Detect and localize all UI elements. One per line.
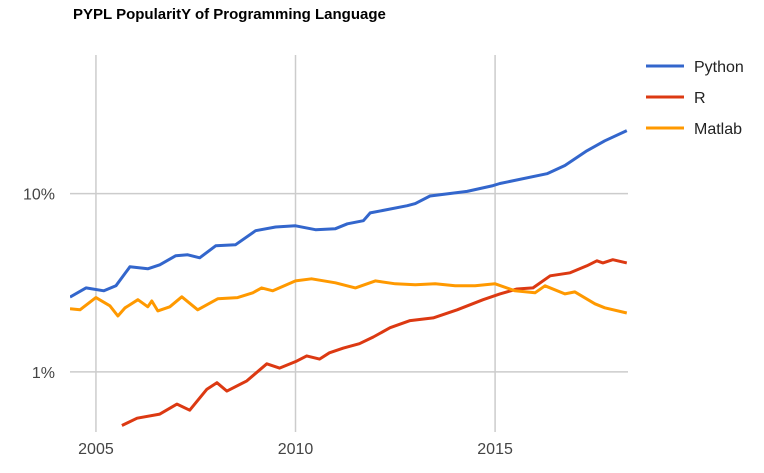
x-tick-label: 2015 xyxy=(477,441,513,458)
legend-label-r: R xyxy=(694,90,706,107)
chart-title: PYPL PopularitY of Programming Language xyxy=(73,6,386,23)
series-line-matlab xyxy=(70,277,628,318)
y-tick-label: 10% xyxy=(23,187,55,204)
series-line-python xyxy=(70,129,628,299)
x-tick-label: 2005 xyxy=(78,441,114,458)
legend-label-matlab: Matlab xyxy=(694,121,742,138)
y-tick-label: 1% xyxy=(32,365,55,382)
series-line-r xyxy=(121,258,628,427)
x-tick-label: 2010 xyxy=(278,441,314,458)
legend-label-python: Python xyxy=(694,59,744,76)
